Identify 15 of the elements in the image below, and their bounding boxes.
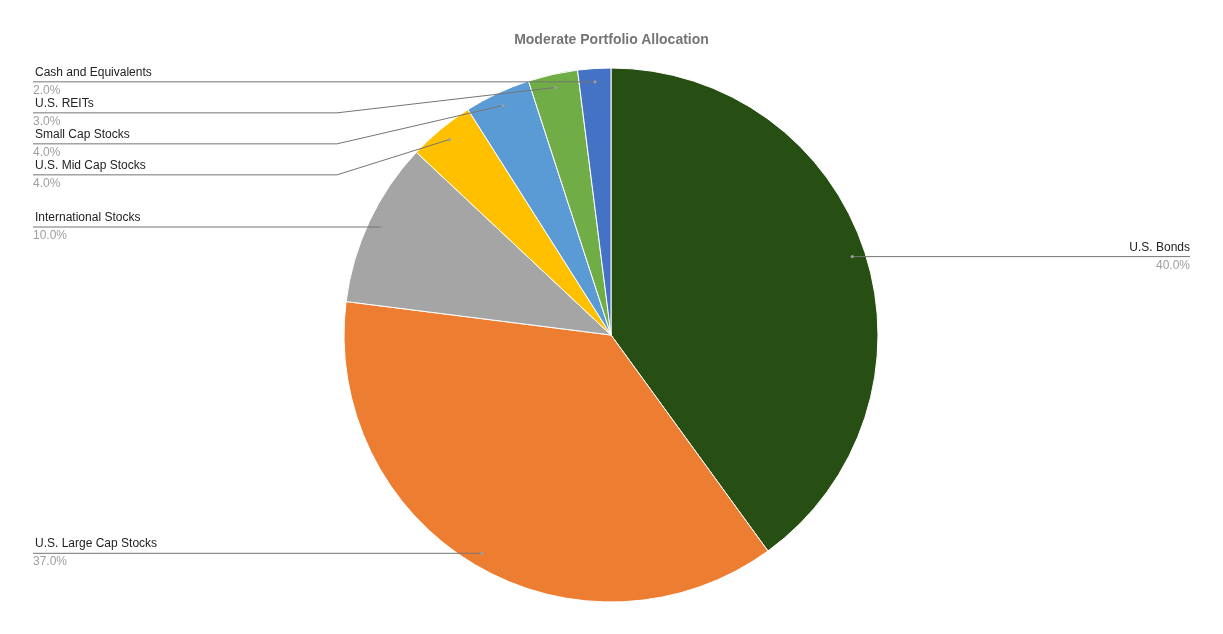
chart-title: Moderate Portfolio Allocation	[514, 31, 709, 47]
slice-label: U.S. Mid Cap Stocks	[35, 157, 146, 172]
data-label: 2.0%	[33, 82, 61, 97]
slice-label: Small Cap Stocks	[35, 126, 130, 141]
data-label: 3.0%	[33, 113, 61, 128]
slice-label: International Stocks	[35, 210, 141, 224]
slice-label: Cash and Equivalents	[35, 64, 152, 79]
data-label: 37.0%	[33, 554, 68, 569]
slice-label: U.S. Large Cap Stocks	[35, 536, 158, 551]
data-label: 4.0%	[33, 144, 61, 159]
slice-label: U.S. REITs	[35, 95, 94, 110]
data-label: 40.0%	[1155, 257, 1191, 272]
data-label: 4.0%	[33, 175, 61, 190]
data-label: 10.0%	[33, 228, 68, 242]
slice-label: U.S. Bonds	[1129, 239, 1190, 254]
